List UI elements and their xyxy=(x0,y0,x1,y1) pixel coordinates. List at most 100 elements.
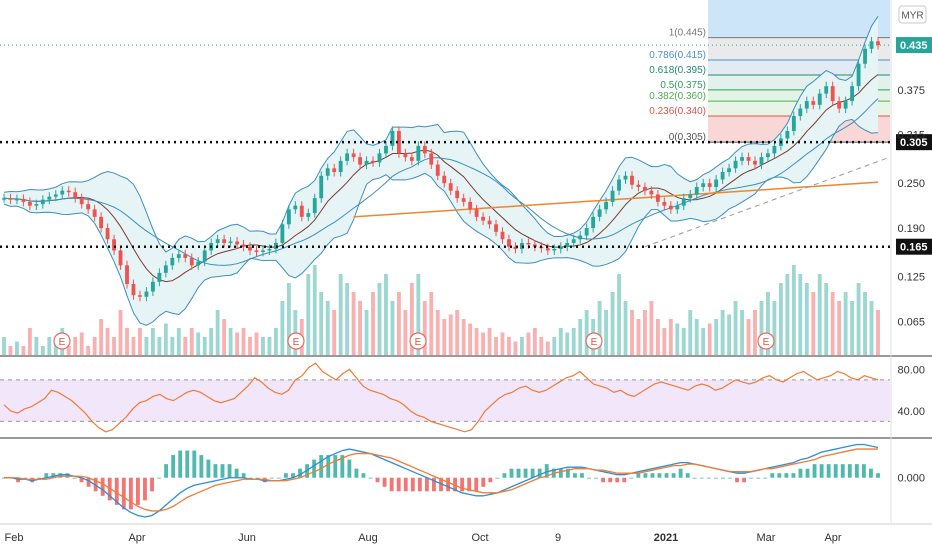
volume-bar xyxy=(345,283,350,355)
volume-bar xyxy=(448,314,453,355)
macd-histogram-bar xyxy=(537,468,542,478)
horizontal-levels[interactable]: 0.435 0.305 0.165 xyxy=(0,37,932,255)
candle-body xyxy=(474,209,479,217)
earnings-marker-label: E xyxy=(59,337,66,348)
volume-bar xyxy=(500,332,505,355)
bollinger-bands xyxy=(3,16,891,326)
price-label: 0.305 xyxy=(900,137,928,149)
candle-body xyxy=(785,130,790,139)
volume-bar xyxy=(597,301,602,355)
candle-body xyxy=(630,175,634,185)
volume-bar xyxy=(254,332,259,355)
earnings-marker[interactable] xyxy=(585,332,603,350)
candle-body xyxy=(403,153,408,158)
volume-bar xyxy=(112,337,116,355)
macd-histogram-bar xyxy=(150,477,154,492)
candle-body xyxy=(513,246,518,249)
candle-body xyxy=(856,63,861,87)
candle-body xyxy=(461,198,466,202)
volume-bar xyxy=(2,337,6,355)
candle-body xyxy=(228,241,233,243)
candle-body xyxy=(714,179,719,187)
volume-bar xyxy=(442,319,447,355)
candle-body xyxy=(8,198,13,200)
candle-body xyxy=(494,224,498,232)
macd-histogram-bar xyxy=(424,477,429,492)
volume-bar xyxy=(319,292,324,355)
volume-bar xyxy=(99,319,104,355)
candle-body xyxy=(338,160,343,173)
volume-bar xyxy=(623,301,628,355)
volume-bar xyxy=(138,328,142,355)
fibonacci-retracement[interactable]: 1(0.445) 0.786(0.415) 0.618(0.395) 0.5(0.37… xyxy=(649,0,890,143)
macd-histogram-bar xyxy=(636,473,641,478)
price-tick-label: 0.190 xyxy=(897,223,925,235)
volume-bar xyxy=(66,346,71,355)
price-tick-label: 0.375 xyxy=(897,85,925,97)
macd-histogram-bar xyxy=(30,477,35,483)
macd-histogram-bar xyxy=(713,477,718,479)
volume-bar xyxy=(532,328,537,355)
volume-bar xyxy=(494,337,498,355)
currency-badge[interactable]: MYR xyxy=(898,5,927,24)
macd-histogram-bar xyxy=(44,473,49,478)
volume-bar xyxy=(209,328,214,355)
macd-histogram-bar xyxy=(241,473,246,478)
volume-bar xyxy=(830,292,835,355)
volume-bar xyxy=(118,310,123,355)
volume-bar xyxy=(79,332,84,355)
volume-bar xyxy=(92,337,97,355)
earnings-marker-label: E xyxy=(415,337,422,348)
time-axis[interactable]: Feb Apr Jun Aug Oct 9 2021 Mar Apr xyxy=(5,532,842,544)
volume-bar xyxy=(811,292,816,355)
macd-histogram-bar xyxy=(417,477,422,492)
volume-bar xyxy=(850,301,855,355)
macd-histogram-bar xyxy=(530,468,535,478)
candle-body xyxy=(364,160,369,165)
volume-bar xyxy=(422,301,427,355)
macd-histogram-bar xyxy=(847,464,852,478)
earnings-marker[interactable] xyxy=(757,332,775,350)
candle-body xyxy=(791,116,796,131)
price-axis[interactable]: 0.065 0.125 0.190 0.250 0.315 0.375 xyxy=(897,85,925,329)
time-tick-label: 2021 xyxy=(654,532,678,544)
volume-bar xyxy=(474,328,479,355)
earnings-marker[interactable] xyxy=(409,332,427,350)
volume-bar xyxy=(856,283,861,355)
candle-body xyxy=(578,235,583,240)
candle-body xyxy=(668,205,673,210)
candle-body xyxy=(519,242,524,249)
macd-histogram-bar xyxy=(368,477,373,479)
candle-body xyxy=(662,201,667,206)
candle-body xyxy=(254,250,259,252)
macd-histogram-bar xyxy=(833,464,838,478)
candle-body xyxy=(545,248,550,251)
price-label: 0.435 xyxy=(900,40,928,52)
macd-histogram-bar xyxy=(608,477,613,483)
candle-body xyxy=(248,246,252,251)
volume-bar xyxy=(565,332,570,355)
volume-bar xyxy=(261,337,265,355)
volume-bar xyxy=(759,301,764,355)
volume-bar xyxy=(202,337,207,355)
earnings-marker[interactable] xyxy=(53,332,71,350)
candle-body xyxy=(558,246,563,249)
candle-body xyxy=(442,175,447,184)
candle-body xyxy=(21,198,26,202)
macd-histogram-bar xyxy=(446,477,450,492)
candle-body xyxy=(384,145,388,154)
macd-histogram-bar xyxy=(86,477,91,487)
fib-level-label: 0.618(0.395) xyxy=(649,65,706,76)
candle-body xyxy=(286,209,291,225)
volume-bar xyxy=(409,283,414,355)
fib-level-label: 0.5(0.375) xyxy=(660,80,706,91)
candle-body xyxy=(73,192,78,199)
volume-bar xyxy=(183,337,188,355)
volume-bar xyxy=(837,301,842,355)
candle-body xyxy=(47,196,52,200)
macd-histogram-bar xyxy=(389,477,394,492)
candle-body xyxy=(552,248,557,251)
earnings-marker[interactable] xyxy=(287,332,305,350)
